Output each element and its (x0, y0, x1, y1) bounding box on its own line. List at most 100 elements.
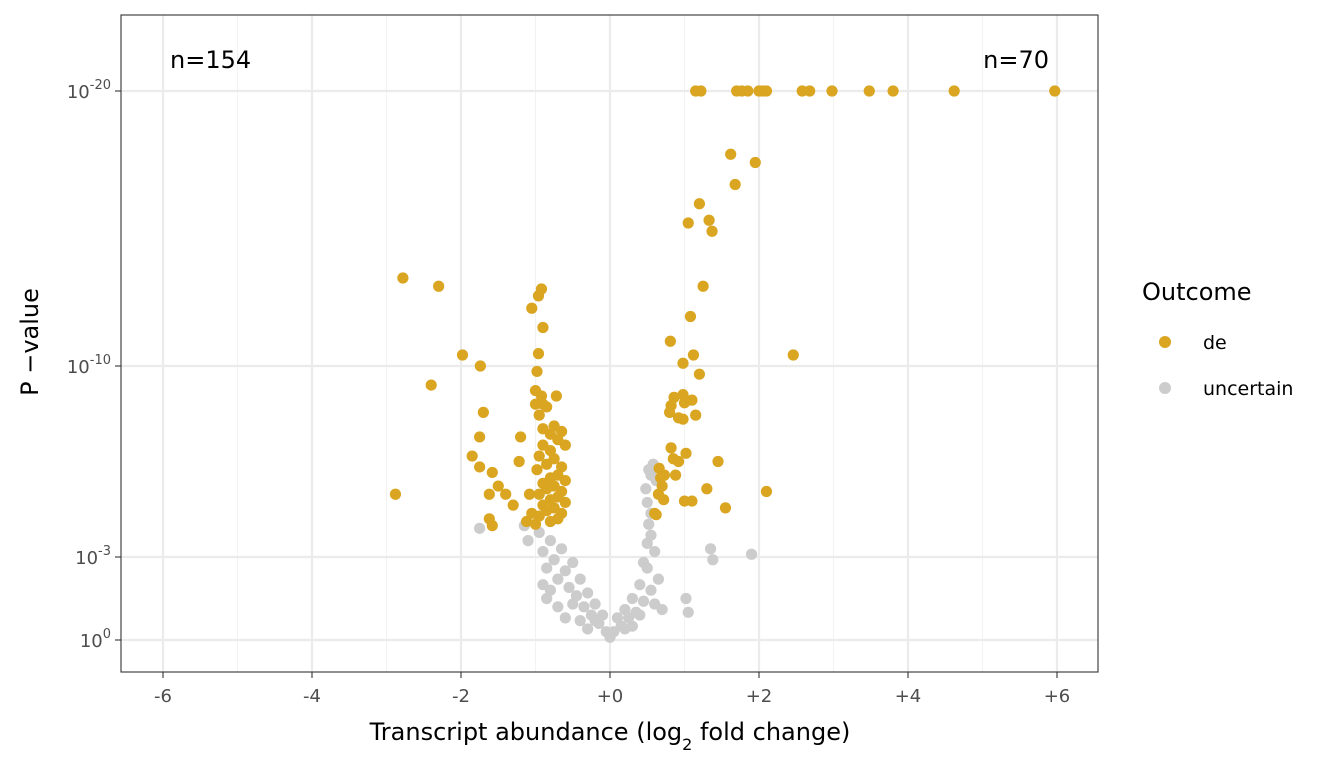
point-de (520, 515, 533, 528)
y-tick-label: 10-20 (67, 78, 111, 103)
point-uncertain (522, 535, 534, 547)
point-uncertain (559, 612, 571, 624)
point-uncertain (563, 581, 575, 594)
point-de (1049, 85, 1061, 97)
point-uncertain (680, 592, 692, 605)
point-de (559, 496, 571, 509)
point-de (650, 509, 662, 521)
point-de (531, 365, 543, 378)
point-uncertain (645, 584, 657, 596)
point-de (680, 447, 692, 459)
point-uncertain (552, 601, 564, 613)
point-de (456, 349, 469, 361)
point-de (474, 431, 486, 443)
point-de (515, 431, 527, 443)
point-de (507, 499, 519, 511)
point-uncertain (541, 562, 553, 574)
x-tick-label: -6 (154, 686, 172, 707)
point-de (533, 450, 545, 462)
point-de (760, 85, 773, 97)
point-uncertain (652, 573, 665, 585)
point-de (541, 458, 553, 470)
point-uncertain (574, 573, 586, 585)
point-de (667, 453, 679, 465)
point-de (532, 348, 545, 360)
point-de (712, 455, 724, 468)
y-axis-title: P −value (16, 288, 44, 396)
point-de (425, 379, 437, 391)
point-uncertain (567, 556, 579, 569)
point-de (559, 475, 571, 487)
point-de (541, 401, 553, 413)
point-uncertain (537, 579, 549, 591)
point-de (537, 321, 549, 334)
point-de (760, 485, 773, 498)
point-de (526, 302, 538, 314)
legend-title: Outcome (1142, 278, 1252, 306)
point-de (483, 488, 495, 500)
point-de (826, 85, 838, 97)
point-uncertain (537, 545, 549, 558)
point-de (529, 398, 542, 410)
point-de (729, 178, 741, 191)
point-uncertain (641, 537, 653, 549)
point-de (466, 450, 478, 462)
point-de (433, 280, 445, 292)
point-de (677, 357, 689, 369)
point-uncertain (649, 598, 661, 610)
point-de (389, 488, 402, 500)
point-uncertain (589, 598, 601, 610)
point-uncertain (640, 483, 652, 495)
point-uncertain (704, 543, 717, 555)
y-tick-label: 10-3 (75, 544, 111, 569)
point-de (693, 368, 706, 380)
point-de (664, 335, 676, 347)
point-uncertain (552, 573, 564, 585)
point-uncertain (559, 565, 571, 577)
point-uncertain (634, 579, 646, 591)
point-de (706, 225, 718, 237)
point-de (477, 406, 489, 418)
point-de (686, 495, 698, 507)
point-de (533, 409, 545, 421)
point-uncertain (643, 518, 655, 530)
point-de (533, 488, 545, 500)
point-de (749, 156, 761, 169)
point-de (529, 518, 542, 530)
y-tick-label: 10-10 (67, 353, 111, 378)
x-axis-ticks: -6 -4 -2 +0 +2 +4 +6 (154, 672, 1070, 707)
point-de (687, 349, 700, 361)
annotation-right-count: n=70 (983, 46, 1049, 74)
point-uncertain (567, 598, 579, 610)
point-uncertain (555, 543, 568, 555)
point-de (397, 272, 409, 284)
point-uncertain (626, 592, 638, 605)
legend-label-uncertain: uncertain (1203, 378, 1293, 400)
point-de (523, 488, 536, 500)
point-de (725, 148, 737, 160)
point-uncertain (548, 554, 560, 566)
point-de (474, 360, 486, 372)
point-de (682, 217, 694, 229)
point-de (665, 442, 677, 454)
data-points (389, 85, 1061, 643)
point-uncertain (637, 556, 650, 569)
point-de (664, 406, 676, 418)
point-uncertain (645, 469, 657, 481)
point-de (690, 409, 702, 421)
point-de (513, 455, 525, 468)
x-tick-label: -2 (452, 686, 470, 707)
point-uncertain (541, 592, 553, 605)
point-uncertain (578, 601, 590, 613)
point-de (559, 439, 571, 451)
point-uncertain (544, 535, 557, 547)
point-uncertain (582, 587, 594, 599)
point-de (719, 502, 732, 514)
point-de (787, 349, 799, 361)
point-de (678, 397, 691, 409)
point-de (703, 214, 715, 226)
point-de (532, 290, 545, 302)
point-uncertain (745, 548, 758, 560)
